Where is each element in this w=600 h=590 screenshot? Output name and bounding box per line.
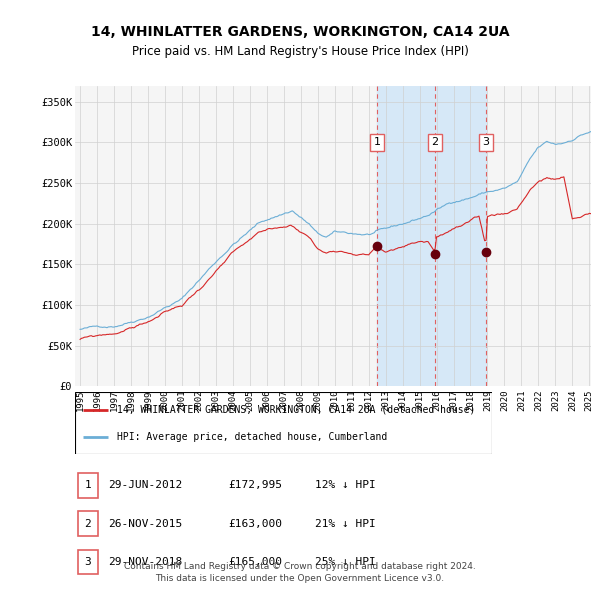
Text: 26-NOV-2015: 26-NOV-2015 (108, 519, 182, 529)
Text: 29-JUN-2012: 29-JUN-2012 (108, 480, 182, 490)
Text: 2: 2 (85, 519, 91, 529)
Text: Price paid vs. HM Land Registry's House Price Index (HPI): Price paid vs. HM Land Registry's House … (131, 45, 469, 58)
Text: Contains HM Land Registry data © Crown copyright and database right 2024.
This d: Contains HM Land Registry data © Crown c… (124, 562, 476, 583)
Text: 14, WHINLATTER GARDENS, WORKINGTON, CA14 2UA (detached house): 14, WHINLATTER GARDENS, WORKINGTON, CA14… (116, 405, 475, 415)
Text: £172,995: £172,995 (228, 480, 282, 490)
Text: 21% ↓ HPI: 21% ↓ HPI (315, 519, 376, 529)
Text: 1: 1 (374, 137, 380, 148)
Text: 29-NOV-2018: 29-NOV-2018 (108, 557, 182, 567)
Text: £165,000: £165,000 (228, 557, 282, 567)
Text: £163,000: £163,000 (228, 519, 282, 529)
Text: 25% ↓ HPI: 25% ↓ HPI (315, 557, 376, 567)
Text: 2: 2 (431, 137, 439, 148)
Bar (377, 86, 486, 386)
Text: HPI: Average price, detached house, Cumberland: HPI: Average price, detached house, Cumb… (116, 432, 387, 442)
Text: 3: 3 (85, 557, 91, 567)
Text: 1: 1 (85, 480, 91, 490)
Text: 12% ↓ HPI: 12% ↓ HPI (315, 480, 376, 490)
Text: 14, WHINLATTER GARDENS, WORKINGTON, CA14 2UA: 14, WHINLATTER GARDENS, WORKINGTON, CA14… (91, 25, 509, 40)
Text: 3: 3 (482, 137, 489, 148)
